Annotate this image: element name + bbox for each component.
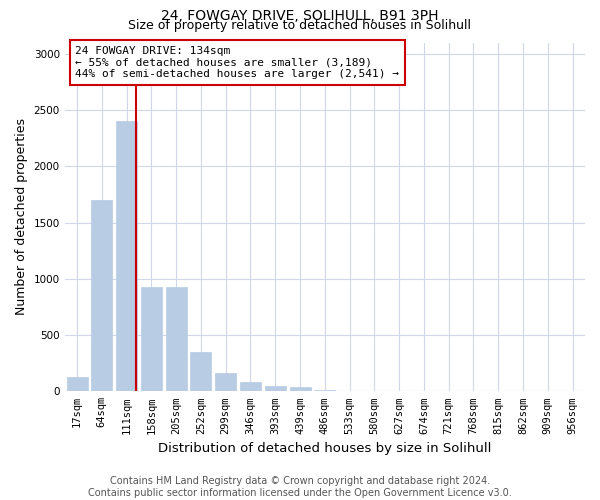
Bar	[290, 387, 311, 392]
X-axis label: Distribution of detached houses by size in Solihull: Distribution of detached houses by size …	[158, 442, 491, 455]
Bar	[215, 374, 236, 392]
Bar	[240, 382, 261, 392]
Bar	[339, 390, 360, 392]
Bar	[190, 352, 211, 392]
Text: Size of property relative to detached houses in Solihull: Size of property relative to detached ho…	[128, 19, 472, 32]
Bar	[314, 390, 335, 392]
Bar	[141, 286, 162, 392]
Bar	[265, 386, 286, 392]
Bar	[91, 200, 112, 392]
Bar	[116, 122, 137, 392]
Y-axis label: Number of detached properties: Number of detached properties	[15, 118, 28, 316]
Bar	[364, 390, 385, 392]
Bar	[166, 286, 187, 392]
Text: 24 FOWGAY DRIVE: 134sqm
← 55% of detached houses are smaller (3,189)
44% of semi: 24 FOWGAY DRIVE: 134sqm ← 55% of detache…	[75, 46, 399, 79]
Text: Contains HM Land Registry data © Crown copyright and database right 2024.
Contai: Contains HM Land Registry data © Crown c…	[88, 476, 512, 498]
Text: 24, FOWGAY DRIVE, SOLIHULL, B91 3PH: 24, FOWGAY DRIVE, SOLIHULL, B91 3PH	[161, 9, 439, 23]
Bar	[67, 376, 88, 392]
